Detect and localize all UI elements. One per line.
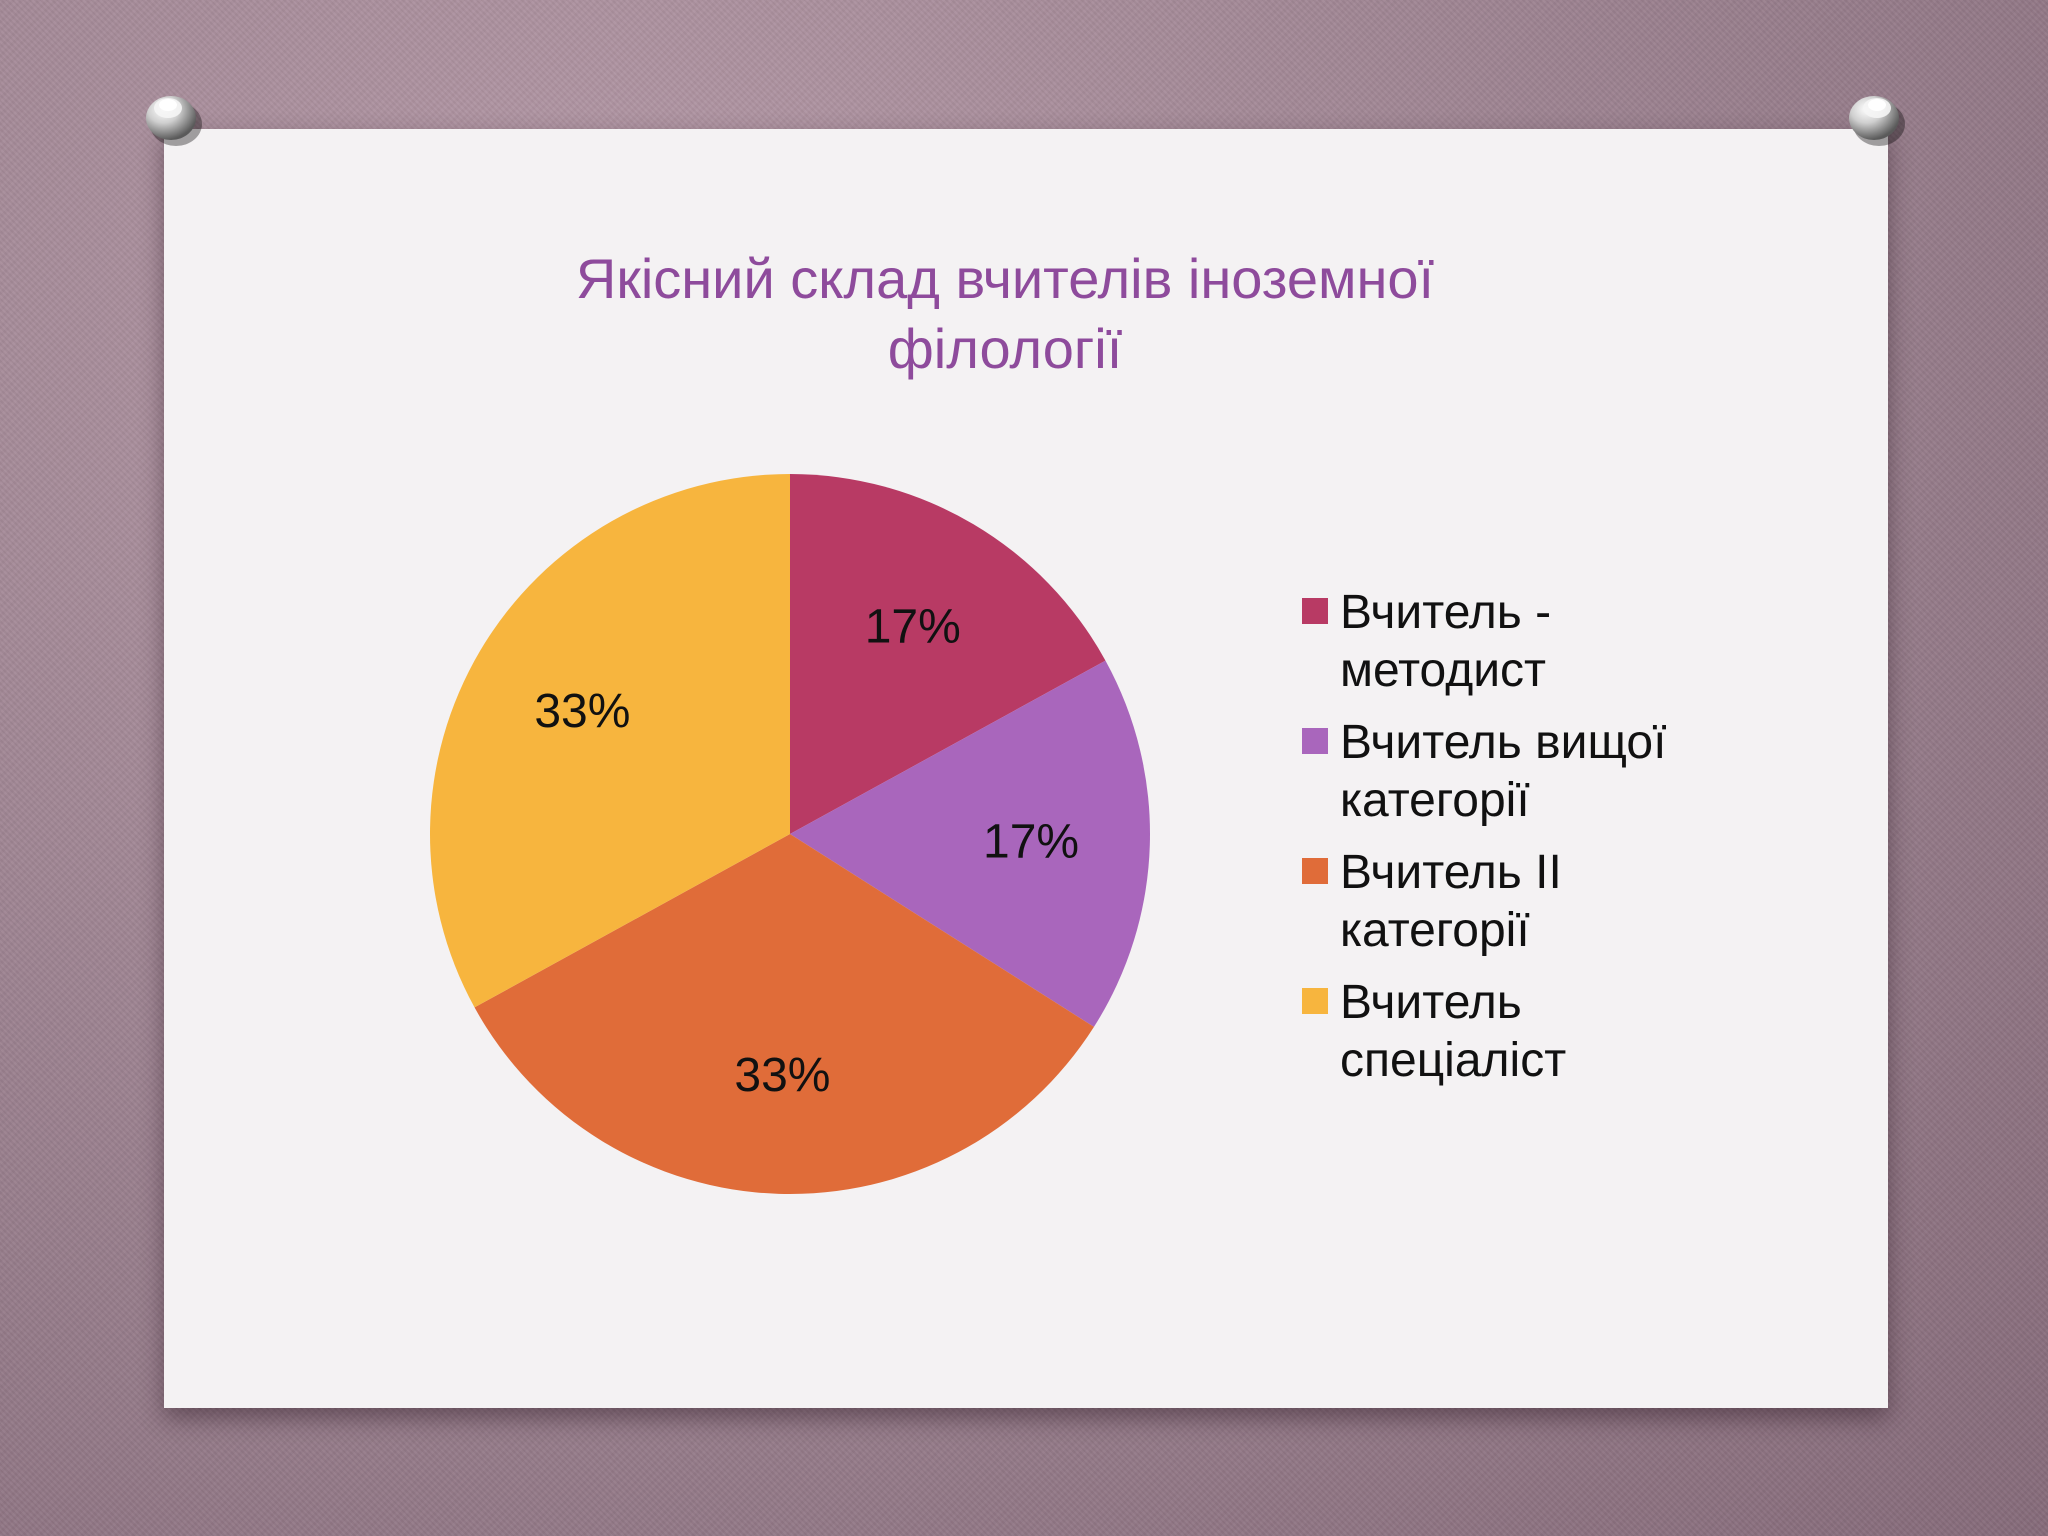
pushpin-icon	[146, 96, 202, 146]
legend-label: категорії	[1340, 774, 1530, 827]
pie-data-labels: 17% 17% 33% 33%	[534, 600, 1079, 1102]
pie-slice	[474, 834, 1094, 1195]
pie-data-label: 33%	[534, 685, 630, 738]
pie-data-label: 33%	[734, 1049, 830, 1102]
pie-data-label: 17%	[865, 600, 961, 653]
legend-label: Вчитель вищої	[1340, 716, 1666, 769]
pie-data-label: 17%	[983, 816, 1079, 869]
legend-label: категорії	[1340, 904, 1530, 957]
chart-title-line-1: Якісний склад вчителів іноземної	[576, 247, 1435, 310]
legend-label: Вчитель	[1340, 976, 1522, 1029]
legend-swatch	[1302, 728, 1328, 754]
legend-label: спеціаліст	[1340, 1034, 1566, 1087]
chart-title-line-2: філології	[888, 317, 1123, 380]
legend-label: методист	[1340, 644, 1546, 697]
pie-slice	[790, 660, 1151, 1027]
pie-slice	[790, 474, 1106, 834]
pie-slices	[429, 473, 1151, 1195]
legend-swatch	[1302, 988, 1328, 1014]
legend-swatch	[1302, 858, 1328, 884]
pushpin-icon	[1849, 96, 1905, 146]
legend-label: Вчитель II	[1340, 846, 1562, 899]
legend-swatch	[1302, 598, 1328, 624]
legend-label: Вчитель -	[1340, 586, 1551, 639]
pie-slice	[429, 473, 790, 1008]
